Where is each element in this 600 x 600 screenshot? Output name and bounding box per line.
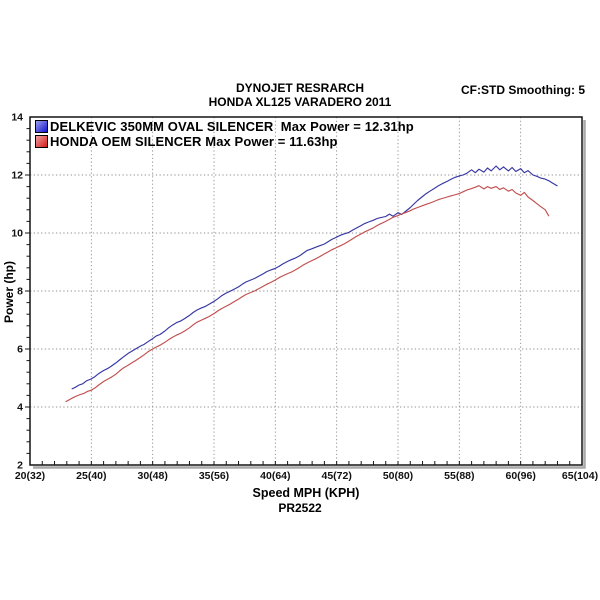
x-tick-label: 30(48)	[137, 470, 167, 482]
delkevic-series-swatch	[35, 120, 48, 133]
x-tick-label: 40(64)	[260, 470, 290, 482]
x-tick-labels: 20(32) 25(40) 30(48) 35(56) 40(64) 45(72) 50(8…	[15, 470, 598, 482]
y-tick-label: 10	[11, 228, 23, 240]
y-tick-label: 8	[17, 286, 23, 298]
chart-subtitle: HONDA XL125 VARADERO 2011	[208, 94, 392, 109]
x-axis-title: Speed MPH (KPH)	[252, 486, 360, 500]
honda-oem-legend-label: HONDA OEM SILENCER Max Power = 11.63hp	[50, 134, 338, 149]
y-tick-label: 2	[17, 460, 23, 472]
y-tick-label: 4	[17, 402, 23, 414]
legend-item-delkevic: DELKEVIC 350MM OVAL SILENCER Max Power =…	[35, 119, 414, 134]
legend: DELKEVIC 350MM OVAL SILENCER Max Power =…	[35, 119, 414, 149]
x-tick-label: 20(32)	[15, 470, 45, 482]
y-tick-label: 14	[11, 112, 23, 124]
x-tick-label: 65(104)	[562, 470, 598, 482]
axis-ticks	[25, 128, 571, 465]
run-number: PR2522	[278, 501, 322, 515]
delkevic-legend-label: DELKEVIC 350MM OVAL SILENCER Max Power =…	[50, 119, 414, 134]
smoothing-info: CF:STD Smoothing: 5	[461, 83, 585, 97]
x-tick-label: 25(40)	[76, 470, 106, 482]
legend-item-honda-oem: HONDA OEM SILENCER Max Power = 11.63hp	[35, 134, 414, 149]
plot-border	[29, 116, 583, 466]
chart-title: DYNOJET RESRARCH	[235, 81, 364, 95]
x-tick-label: 55(88)	[444, 470, 474, 482]
x-tick-label: 45(72)	[321, 470, 351, 482]
y-axis-title: Power (hp)	[2, 261, 16, 323]
y-tick-label: 12	[11, 170, 23, 182]
series-line-honda-oem	[65, 185, 550, 403]
x-tick-label: 60(96)	[505, 470, 535, 482]
series-line-delkevic	[71, 165, 558, 390]
x-tick-label: 50(80)	[383, 470, 413, 482]
gridlines	[30, 117, 582, 465]
chart-header: DYNOJET RESRARCH HONDA XL125 VARADERO 20…	[0, 81, 600, 109]
y-tick-label: 6	[17, 344, 23, 356]
honda-oem-series-swatch	[35, 135, 48, 148]
x-tick-label: 35(56)	[199, 470, 229, 482]
y-tick-labels: 2 4 6 8 10 12 14	[11, 112, 23, 472]
